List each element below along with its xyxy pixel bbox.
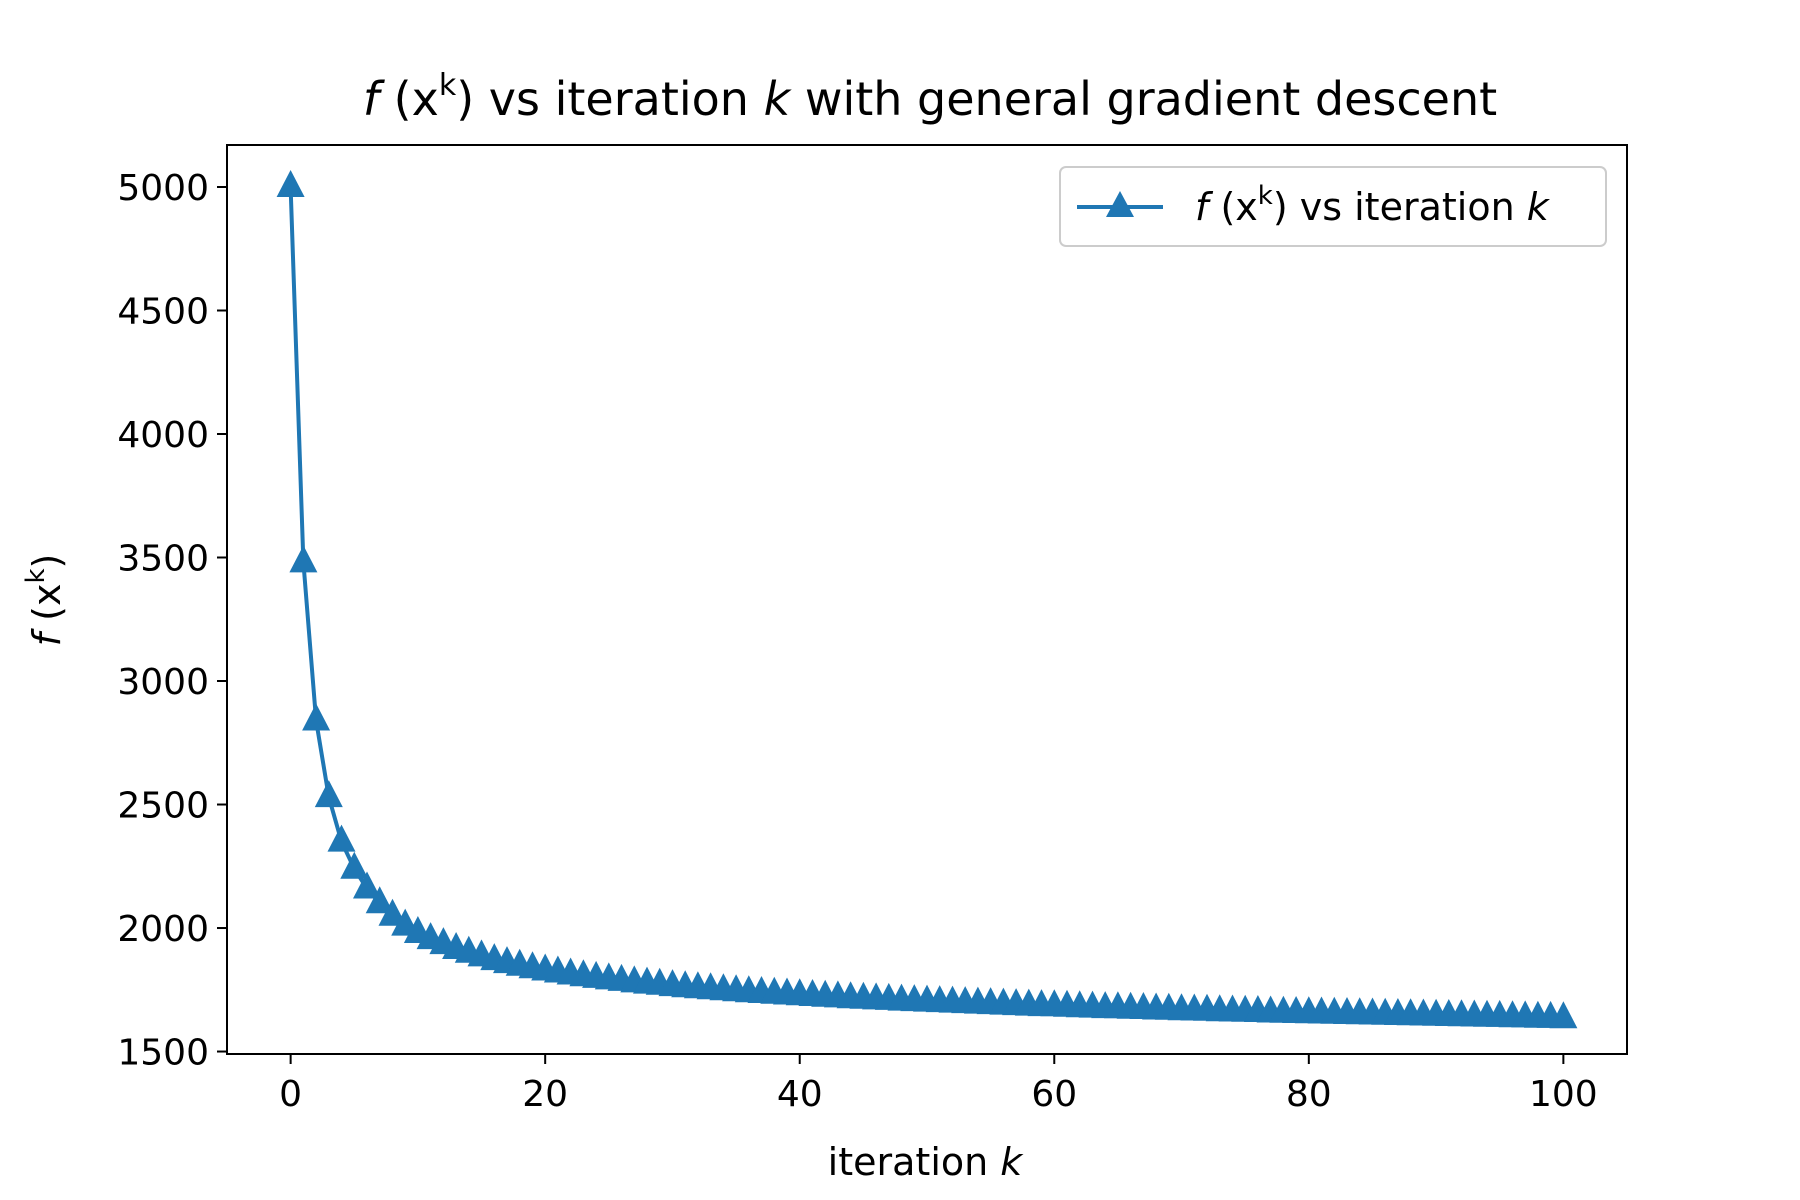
- x-tick-label: 0: [279, 1074, 302, 1115]
- x-tick-label: 80: [1286, 1074, 1332, 1115]
- y-tick-label: 2000: [117, 909, 209, 950]
- data-point: [302, 703, 331, 731]
- chart-title: f (xk) vs iteration k with general gradi…: [363, 68, 1497, 126]
- x-tick-label: 20: [522, 1074, 568, 1115]
- series-layer: [276, 170, 1578, 1029]
- x-tick-labels: 0 20 40 60 80 100: [279, 1074, 1598, 1115]
- y-tick-label: 4000: [117, 415, 209, 456]
- x-tick-label: 100: [1529, 1074, 1598, 1115]
- x-tick-label: 60: [1031, 1074, 1077, 1115]
- data-point: [289, 545, 318, 573]
- y-tick-label: 3000: [117, 662, 209, 703]
- data-point: [276, 170, 305, 197]
- series-line: [288, 186, 1564, 1021]
- legend-marker-swatch: [1106, 191, 1134, 217]
- data-point: [353, 871, 381, 899]
- x-axis-label: iteration k: [828, 1140, 1025, 1184]
- y-tick-label: 4500: [117, 291, 209, 332]
- y-tick-label: 1500: [117, 1033, 209, 1074]
- tick-marks: [217, 185, 1565, 1064]
- x-tick-label: 40: [777, 1074, 823, 1115]
- plot-frame: [226, 144, 1628, 1055]
- data-point: [340, 851, 369, 879]
- y-tick-label: 2500: [117, 786, 209, 827]
- data-point: [365, 886, 394, 914]
- data-point: [314, 780, 343, 808]
- y-tick-labels: 1500 2000 2500 3000 3500 4000 4500 5000: [117, 168, 209, 1074]
- data-point: [1549, 1001, 1578, 1029]
- legend-label: f (xk) vs iteration k: [1195, 181, 1551, 229]
- legend: f (xk) vs iteration k: [1059, 166, 1607, 247]
- y-tick-label: 3500: [117, 539, 209, 580]
- legend-box: [1059, 166, 1607, 247]
- y-axis-label: f (xk): [21, 554, 69, 647]
- data-point: [327, 824, 356, 852]
- y-tick-label: 5000: [117, 168, 209, 209]
- data-point: [378, 898, 407, 926]
